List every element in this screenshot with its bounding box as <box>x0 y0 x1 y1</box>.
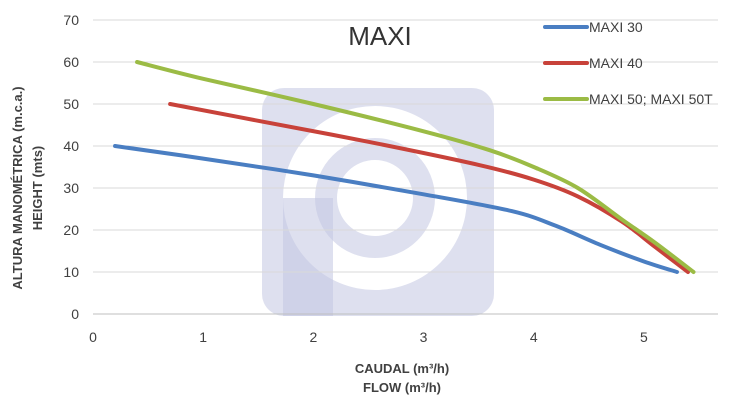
series-line-3 <box>135 60 696 274</box>
y-axis-title-line2: HEIGHT (mts) <box>30 146 45 231</box>
y-tick-labels: 0 10 20 30 40 50 60 70 <box>63 12 79 322</box>
x-tick-labels: 0 1 2 3 4 5 <box>89 329 648 345</box>
y-tick-label: 20 <box>63 222 79 238</box>
x-tick-label: 0 <box>89 329 97 345</box>
y-tick-label: 0 <box>71 306 79 322</box>
series-line-1 <box>113 144 679 274</box>
legend-label: MAXI 50; MAXI 50T <box>589 91 713 107</box>
logo-stem <box>283 198 333 316</box>
x-tick-label: 4 <box>530 329 538 345</box>
x-tick-label: 3 <box>420 329 428 345</box>
x-axis-title-line1: CAUDAL (m³/h) <box>355 361 449 376</box>
x-tick-label: 1 <box>199 329 207 345</box>
y-tick-label: 70 <box>63 12 79 28</box>
chart-title: MAXI <box>348 21 412 51</box>
y-axis-title-line1: ALTURA MANOMÉTRICA (m.c.a.) <box>10 86 25 289</box>
y-tick-label: 50 <box>63 96 79 112</box>
x-axis-title-line2: FLOW (m³/h) <box>363 380 441 395</box>
y-tick-label: 30 <box>63 180 79 196</box>
logo-inner-circle <box>337 160 413 236</box>
legend-label: MAXI 40 <box>589 55 643 71</box>
series-line-2 <box>168 102 690 274</box>
gridlines <box>93 19 718 315</box>
series-lines <box>113 60 696 274</box>
chart-legend: MAXI 30 MAXI 40 MAXI 50; MAXI 50T <box>543 19 713 107</box>
y-tick-label: 60 <box>63 54 79 70</box>
legend-label: MAXI 30 <box>589 19 643 35</box>
x-tick-label: 2 <box>309 329 317 345</box>
y-tick-label: 40 <box>63 138 79 154</box>
x-tick-label: 5 <box>640 329 648 345</box>
y-tick-label: 10 <box>63 264 79 280</box>
